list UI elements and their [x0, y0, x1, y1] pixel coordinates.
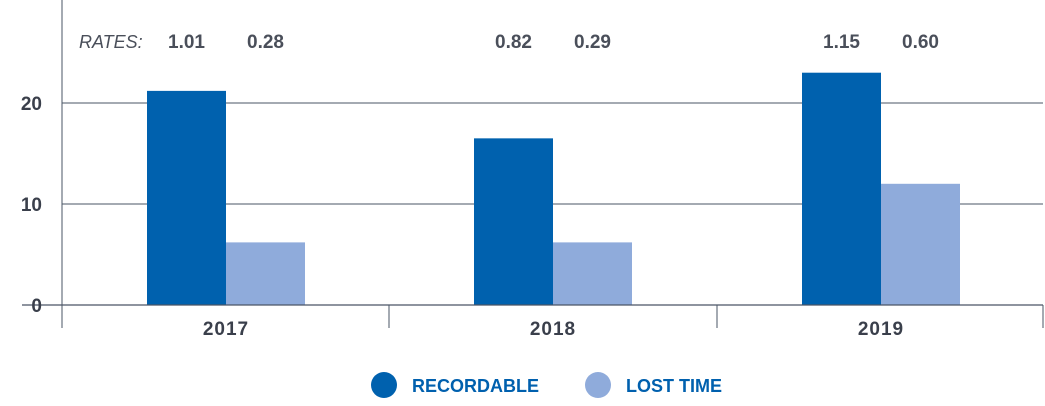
bar-lost-time-2019 [881, 183, 960, 305]
rate-value-lost-time-2018: 0.29 [574, 32, 611, 53]
legend-label-recordable: RECORDABLE [412, 376, 539, 396]
rate-value-recordable-2019: 1.15 [823, 32, 860, 53]
x-tick-label-2018: 2018 [530, 319, 576, 340]
y-tick-label-0: 0 [31, 296, 42, 317]
rate-value-lost-time-2017: 0.28 [247, 32, 284, 53]
bar-recordable-2019 [802, 72, 881, 305]
y-tick-label-10: 10 [21, 195, 42, 216]
bar-recordable-2017 [147, 90, 226, 305]
bar-recordable-2018 [474, 138, 553, 305]
legend-marker-lost-time [585, 372, 611, 398]
rates-label: RATES: [79, 32, 143, 52]
y-tick-label-20: 20 [21, 94, 42, 115]
x-tick-label-2017: 2017 [203, 319, 249, 340]
legend-label-lost-time: LOST TIME [626, 376, 722, 396]
rate-value-recordable-2017: 1.01 [168, 32, 205, 53]
legend-marker-recordable [371, 372, 397, 398]
bar-lost-time-2017 [226, 242, 305, 305]
rate-value-recordable-2018: 0.82 [495, 32, 532, 53]
rate-value-lost-time-2019: 0.60 [902, 32, 939, 53]
x-tick-label-2019: 2019 [858, 319, 904, 340]
bar-lost-time-2018 [553, 242, 632, 305]
